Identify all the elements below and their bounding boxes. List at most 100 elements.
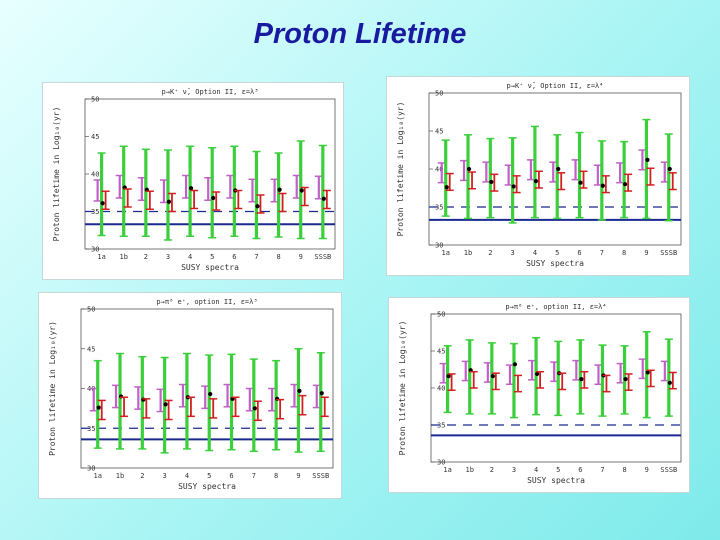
data-point-black (645, 370, 650, 375)
data-point-black (533, 179, 539, 184)
data-point-black (490, 374, 495, 379)
x-tick-label: 6 (229, 472, 233, 480)
x-axis-label: SUSY spectra (181, 263, 239, 272)
x-tick-label: 1b (119, 253, 127, 261)
x-tick-label: SSSB (314, 253, 331, 261)
data-point-black (446, 374, 451, 379)
data-point-black (645, 157, 650, 162)
data-point-black (163, 402, 168, 407)
x-tick-label: 6 (578, 466, 582, 474)
x-tick-label: 1a (443, 466, 451, 474)
y-tick-label: 45 (437, 348, 445, 356)
data-point-black (211, 195, 216, 201)
x-tick-label: 3 (512, 466, 516, 474)
x-tick-label: 1b (116, 472, 124, 480)
data-point-black (444, 185, 449, 190)
data-point-black (556, 166, 561, 172)
x-tick-label: 1b (465, 466, 473, 474)
x-tick-label: 4 (185, 472, 189, 480)
x-tick-label: 5 (207, 472, 211, 480)
chart-pi-e-lambda3: p→π⁰ e⁺, option II, ε=λ³3035404550Proton… (48, 298, 334, 491)
x-tick-label: 6 (232, 253, 236, 261)
y-axis-label: Proton lifetime in Log₁₀(yr) (398, 321, 407, 456)
data-point-black (578, 180, 583, 185)
x-tick-label: SSSB (660, 466, 677, 474)
y-tick-label: 35 (435, 204, 443, 212)
x-tick-label: 1a (442, 249, 450, 257)
y-tick-label: 35 (91, 208, 99, 216)
x-tick-label: 6 (577, 249, 581, 257)
y-tick-label: 45 (435, 128, 443, 136)
x-tick-label: 2 (490, 466, 494, 474)
x-tick-label: 3 (163, 472, 167, 480)
x-tick-label: 5 (210, 253, 214, 261)
x-tick-label: 4 (534, 466, 538, 474)
data-point-black (96, 405, 101, 410)
data-point-black (534, 371, 540, 377)
data-point-black (579, 377, 584, 382)
y-tick-label: 30 (91, 246, 99, 254)
x-tick-label: 5 (556, 466, 560, 474)
x-tick-label: 8 (274, 472, 278, 480)
x-tick-label: 2 (144, 253, 148, 261)
y-tick-label: 45 (91, 133, 99, 141)
x-tick-label: 7 (600, 466, 604, 474)
y-tick-label: 50 (91, 96, 99, 104)
y-axis-label: Proton lifetime in Log₁₀(yr) (48, 321, 57, 456)
chart-title: p→K⁺ ν̄, Option II, ε=λ⁴ (507, 82, 604, 90)
y-tick-label: 35 (87, 425, 95, 433)
data-point-black (667, 166, 672, 172)
x-tick-label: 1b (464, 249, 472, 257)
chart-panel-pi-e-lambda3: p→π⁰ e⁺, option II, ε=λ³3035404550Proton… (38, 292, 342, 499)
x-axis-label: SUSY spectra (527, 476, 585, 485)
x-tick-label: 7 (252, 472, 256, 480)
data-point-black (299, 188, 304, 193)
data-point-black (100, 201, 105, 206)
data-point-black (255, 204, 260, 209)
data-point-black (321, 196, 326, 201)
x-axis-label: SUSY spectra (178, 482, 236, 491)
chart-pi-e-lambda4: p→π⁰ e⁺, option II, ε=λ⁴3035404550Proton… (398, 303, 682, 485)
x-tick-label: 9 (645, 466, 649, 474)
x-tick-label: 4 (533, 249, 537, 257)
x-tick-label: 8 (276, 253, 280, 261)
y-tick-label: 40 (435, 166, 443, 174)
y-tick-label: 45 (87, 345, 95, 353)
x-tick-label: SSSB (660, 249, 677, 257)
data-point-black (623, 377, 628, 382)
data-point-black (252, 406, 257, 411)
y-tick-label: 30 (435, 242, 443, 250)
data-point-black (297, 388, 302, 393)
x-tick-label: 2 (488, 249, 492, 257)
chart-k-nu-lambda3: p→K⁺ ν̄, Option II, ε=λ³3035404550Proton… (52, 88, 336, 272)
slide-title: Proton Lifetime (253, 18, 467, 50)
data-point-black (512, 362, 518, 367)
y-axis-label: Proton lifetime in Log₁₀(yr) (52, 107, 61, 242)
x-tick-label: 7 (600, 249, 604, 257)
y-tick-label: 50 (437, 311, 445, 319)
chart-panel-pi-e-lambda4: p→π⁰ e⁺, option II, ε=λ⁴ 30 35 40 45 50 Proton… (388, 297, 690, 493)
data-point-black (511, 184, 516, 189)
x-tick-label: 5 (555, 249, 559, 257)
chart-title: p→K⁺ ν̄, Option II, ε=λ³ (162, 88, 259, 96)
chart-title: p→π⁰ e⁺, option II, ε=λ⁴ (505, 303, 606, 311)
y-tick-label: 30 (87, 465, 95, 473)
y-tick-label: 40 (91, 171, 99, 179)
data-point-black (277, 187, 282, 192)
y-tick-label: 35 (437, 422, 445, 430)
x-tick-label: 3 (166, 253, 170, 261)
y-tick-label: 30 (437, 459, 445, 467)
x-tick-label: 8 (622, 249, 626, 257)
x-tick-label: SSSB (312, 472, 329, 480)
x-axis-label: SUSY spectra (526, 259, 584, 268)
x-tick-label: 9 (644, 249, 648, 257)
x-tick-label: 1a (97, 253, 105, 261)
y-tick-label: 50 (435, 90, 443, 98)
data-point-black (667, 380, 672, 385)
x-tick-label: 9 (299, 253, 303, 261)
data-point-black (466, 166, 472, 172)
x-tick-label: 4 (188, 253, 192, 261)
x-tick-label: 1a (94, 472, 102, 480)
chart-panel-k-nu-lambda3: p→K⁺ ν̄, Option II, ε=λ³ 30 35 40 45 50 Proton… (42, 82, 344, 280)
y-tick-label: 40 (437, 385, 445, 393)
